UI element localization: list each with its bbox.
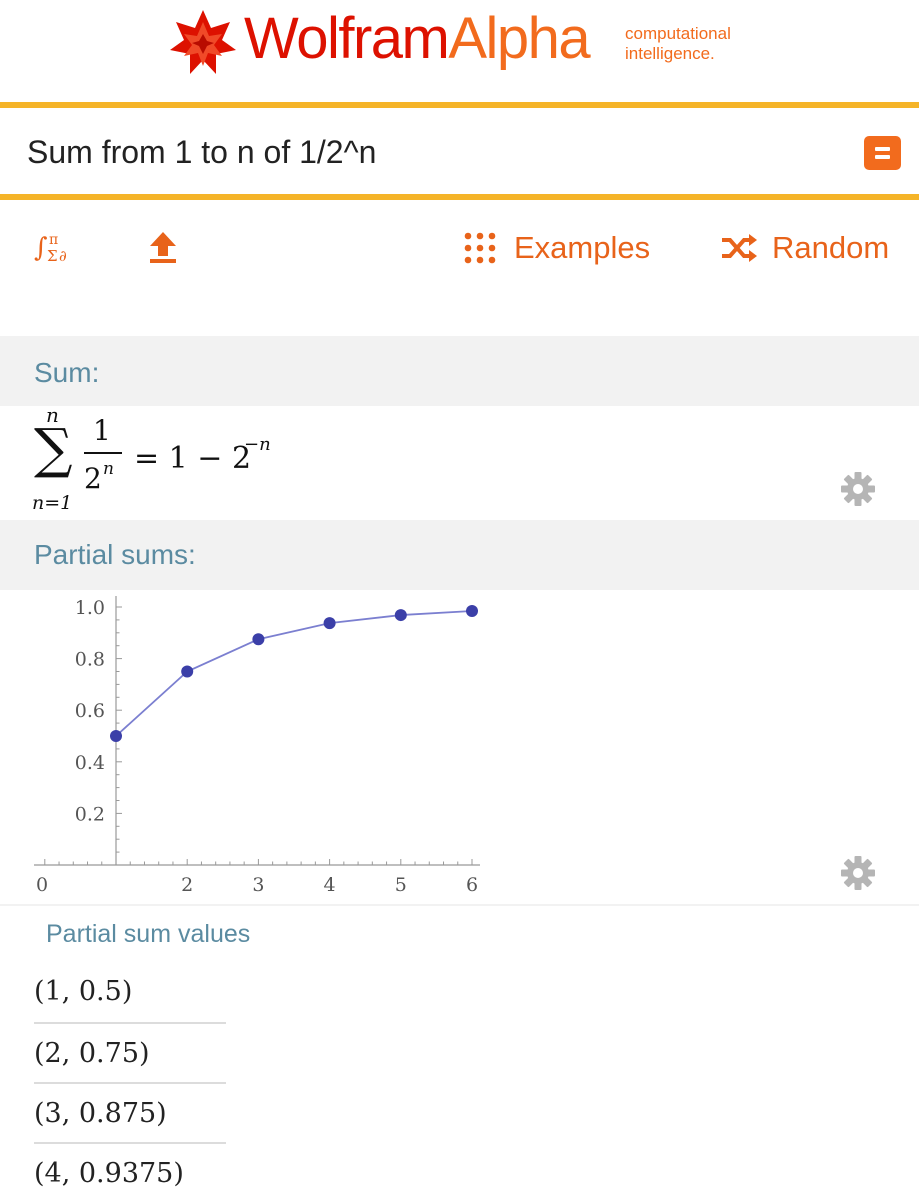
value-row: (4, 0.9375): [34, 1142, 226, 1203]
svg-text:∫: ∫: [34, 233, 48, 263]
partial-sums-line: [115, 610, 473, 737]
sigma-symbol: ∑: [34, 417, 73, 480]
value-row: (1, 0.5): [34, 976, 133, 1007]
search-bottom-rule: [0, 194, 919, 200]
data-point: [466, 605, 478, 618]
data-point: [252, 633, 265, 646]
svg-text:∂: ∂: [59, 247, 67, 265]
data-point: [181, 665, 194, 678]
sum-pod-header: [0, 336, 919, 406]
data-point: [394, 609, 407, 622]
value-row: (3, 0.875): [34, 1082, 226, 1143]
sum-result: = 1 − 2: [134, 441, 252, 476]
logo-alpha: Alpha: [448, 6, 590, 71]
x-tick-label: 0: [36, 874, 48, 896]
x-tick-label: 6: [466, 874, 478, 896]
examples-grid-icon[interactable]: [464, 232, 496, 264]
sum-lower-limit: n=1: [32, 492, 73, 514]
values-divider: [0, 904, 919, 906]
search-menu-button[interactable]: [864, 136, 901, 170]
x-tick-label: 2: [181, 874, 193, 896]
sum-result-exponent: −n: [244, 434, 271, 455]
examples-button[interactable]: Examples: [514, 230, 651, 265]
sum-pod-gear-icon[interactable]: [840, 471, 876, 507]
sum-upper-limit: n: [46, 403, 59, 427]
sum-pod-title: Sum:: [34, 357, 100, 388]
search-input[interactable]: Sum from 1 to n of 1/2^n: [27, 134, 377, 170]
data-point: [110, 730, 122, 742]
value-row: (2, 0.75): [34, 1022, 226, 1083]
math-input-icon[interactable]: ∫ π Σ ∂: [34, 230, 74, 266]
y-tick-label: 1.0: [75, 597, 105, 619]
fraction-bar: [84, 452, 122, 454]
random-button[interactable]: Random: [772, 230, 890, 265]
header: WolframAlpha computational intelligence.: [0, 0, 919, 100]
x-tick-label: 3: [252, 874, 264, 896]
svg-text:π: π: [49, 232, 58, 248]
tagline-line1: computational: [625, 24, 731, 43]
y-tick-label: 0.4: [75, 752, 105, 774]
x-tick-label: 5: [395, 874, 407, 896]
partial-sums-gear-icon[interactable]: [840, 855, 876, 891]
tagline: computational intelligence.: [625, 24, 731, 64]
shuffle-icon[interactable]: [720, 234, 758, 262]
partial-sums-chart[interactable]: 0 2 3 4 5 6 0.2 0.4 0.6 0.8 1.0: [0, 590, 500, 900]
wolframalpha-wordmark[interactable]: WolframAlpha: [244, 4, 591, 74]
search-bar[interactable]: [0, 108, 919, 196]
svg-text:Σ: Σ: [47, 247, 58, 265]
fraction-denominator-exponent: n: [103, 459, 114, 479]
search-top-rule: [0, 102, 919, 108]
x-tick-label: 4: [324, 874, 336, 896]
upload-icon[interactable]: [148, 230, 178, 264]
wolfram-star-logo[interactable]: [168, 8, 238, 78]
tagline-line2: intelligence.: [625, 44, 715, 63]
partial-sums-pod-header: [0, 520, 919, 590]
data-point: [323, 617, 336, 630]
y-tick-label: 0.8: [75, 649, 105, 671]
fraction-numerator: 1: [93, 414, 111, 447]
partial-sums-pod-title: Partial sums:: [34, 539, 196, 570]
logo-wolfram: Wolfram: [244, 6, 450, 71]
partial-sum-values-title: Partial sum values: [46, 920, 251, 948]
y-tick-label: 0.6: [75, 700, 105, 722]
fraction-denominator-base: 2: [84, 462, 102, 495]
y-tick-label: 0.2: [75, 803, 105, 825]
